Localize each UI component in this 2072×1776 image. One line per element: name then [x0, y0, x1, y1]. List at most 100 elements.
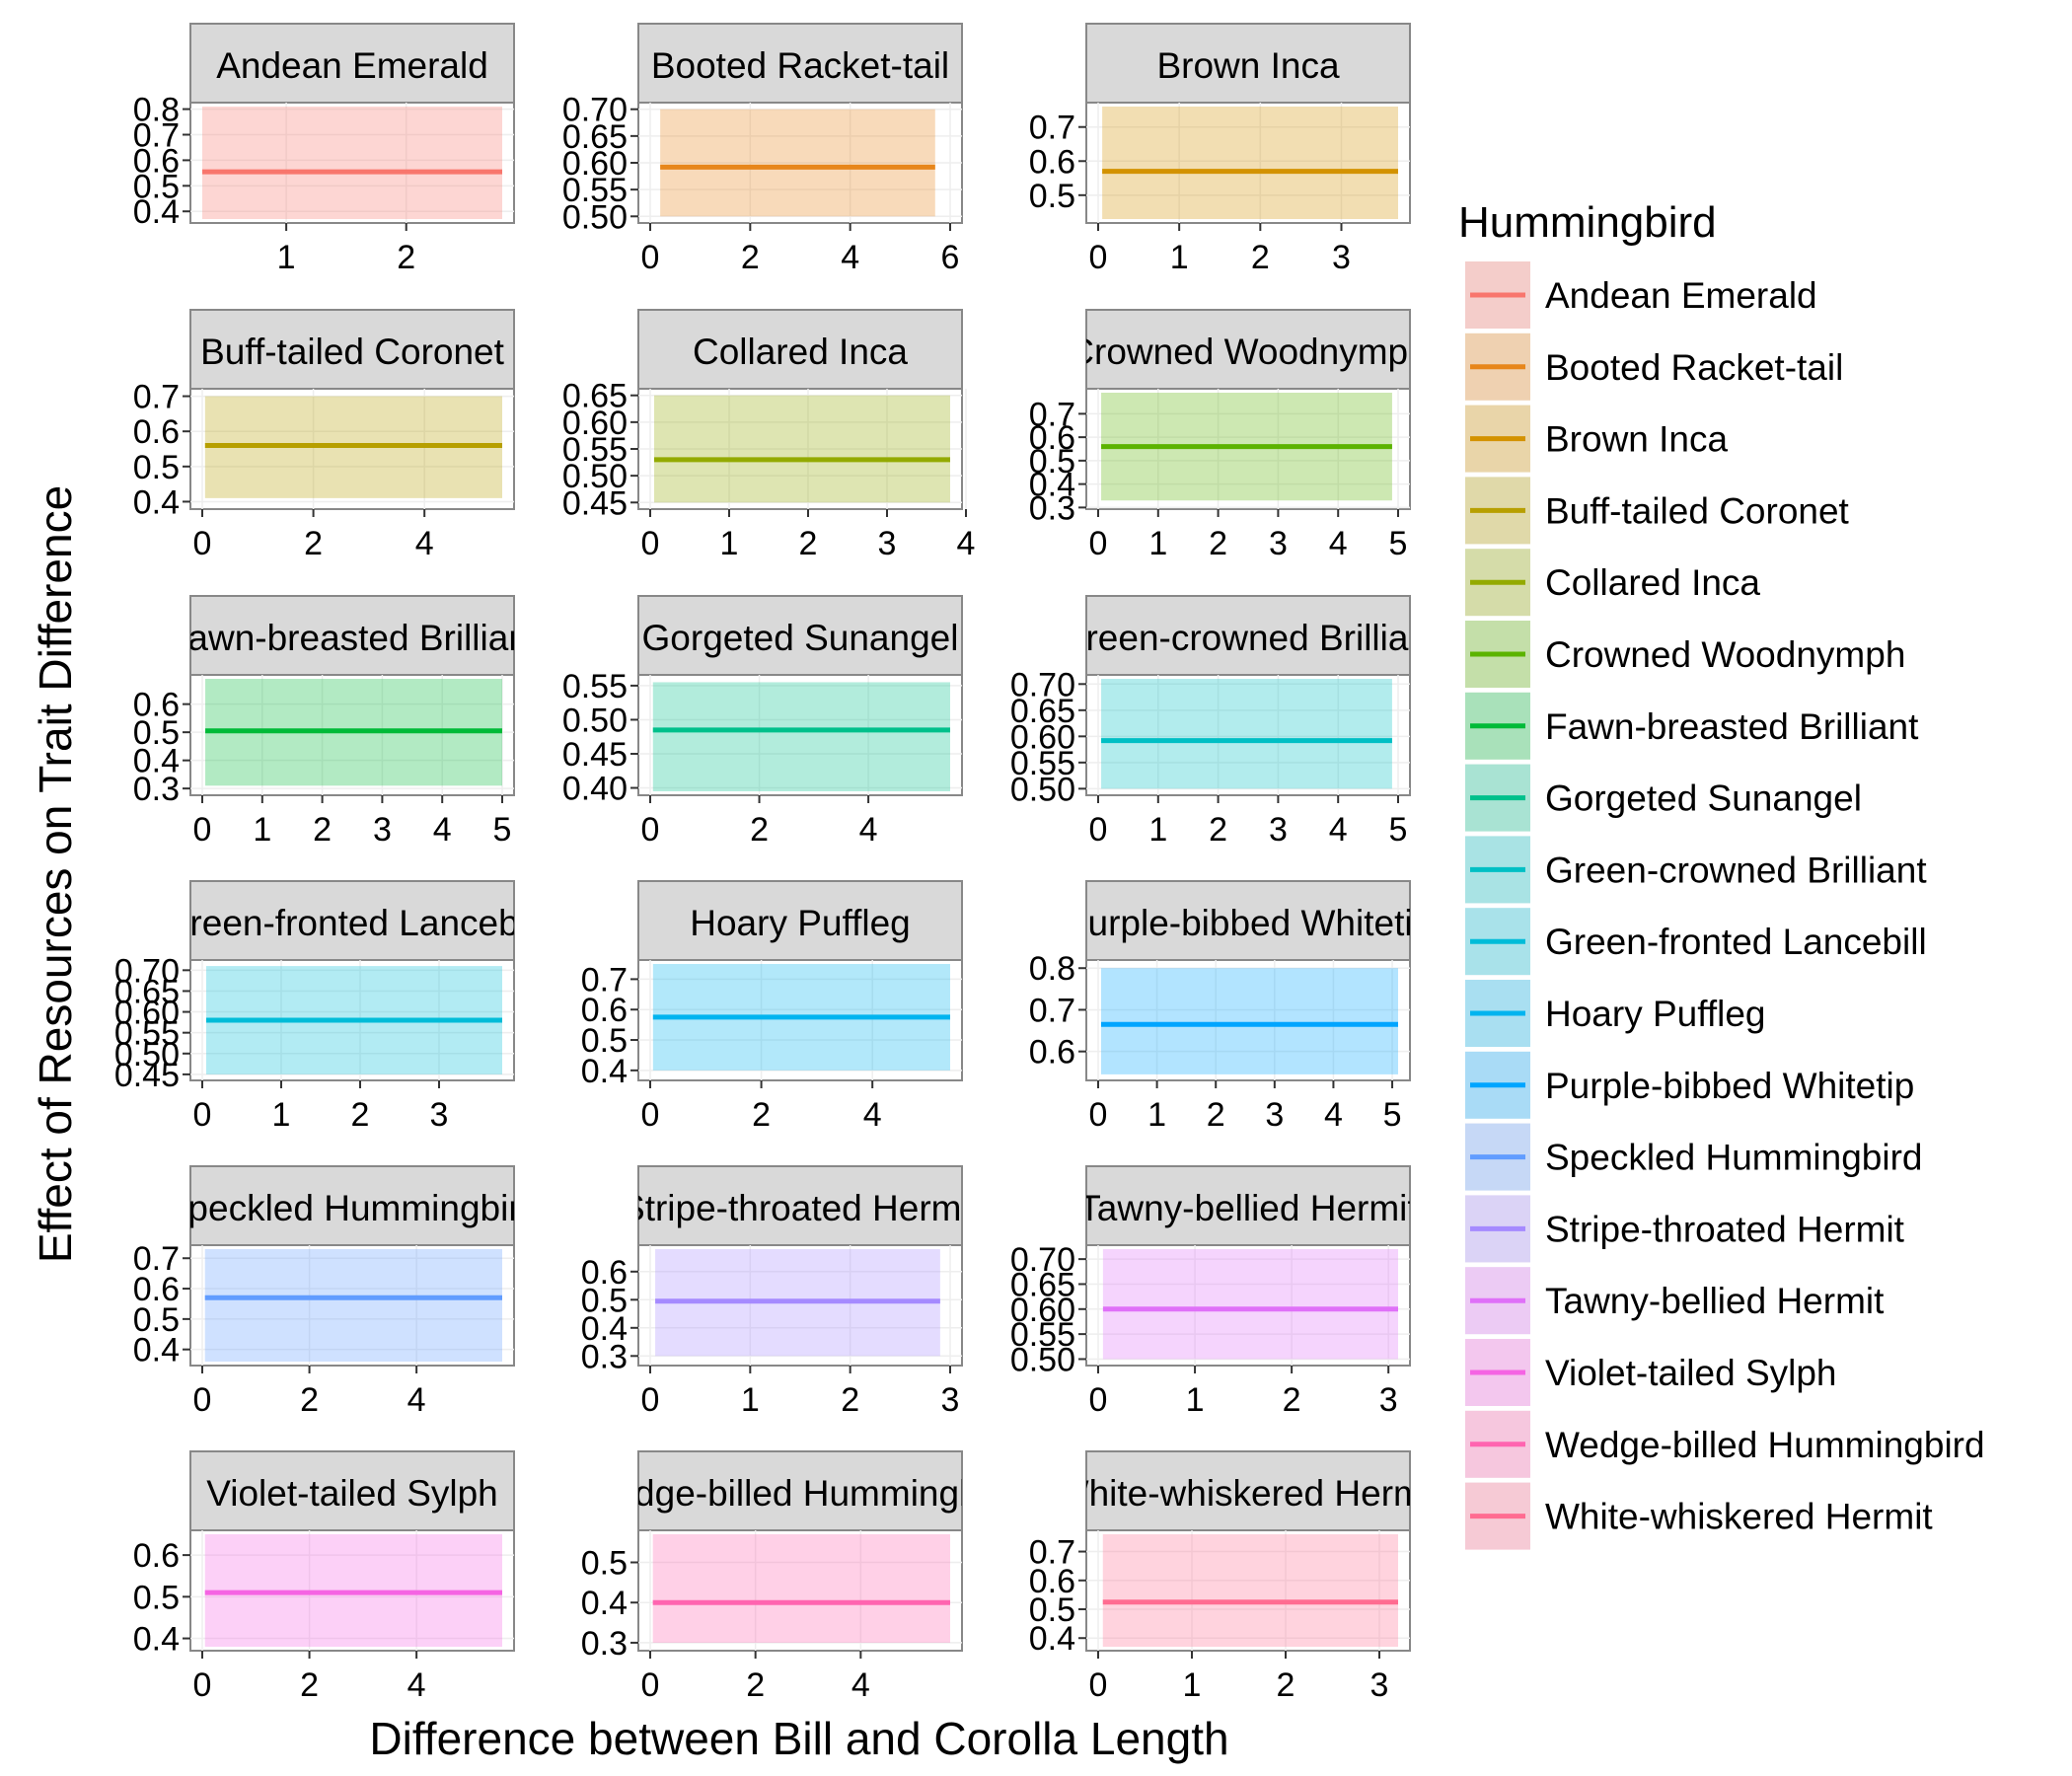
y-tick-label: 0.5 — [133, 168, 180, 205]
facet-strip — [1085, 880, 1411, 961]
y-tick-label: 0.6 — [133, 1537, 180, 1575]
x-tick-label: 0 — [1089, 1666, 1108, 1704]
x-tick-label: 4 — [1324, 1096, 1343, 1134]
y-tick-label: 0.55 — [1010, 1316, 1075, 1354]
x-tick-label: 0 — [193, 811, 212, 849]
legend-item: Speckled Hummingbird — [1463, 1121, 1923, 1193]
facet-strip — [1085, 23, 1411, 104]
x-tick-label: 4 — [841, 239, 859, 276]
facet-strip — [1085, 309, 1411, 390]
y-tick-label: 0.4 — [1029, 467, 1075, 504]
y-axis-label: Effect of Resources on Trait Difference — [30, 485, 81, 1263]
facet-panel: Purple-bibbed Whitetip 0.6 0.7 0.8 0 1 2 3 4 5 — [1029, 880, 1411, 1134]
x-tick-label: 3 — [1269, 811, 1288, 849]
y-tick-label: 0.6 — [581, 1254, 628, 1292]
x-tick-label: 1 — [1148, 811, 1167, 849]
facet-title: Tawny-bellied Hermit — [1078, 1188, 1418, 1228]
x-tick-label: 4 — [863, 1096, 882, 1134]
confidence-band — [1102, 1249, 1398, 1360]
legend-title: Hummingbird — [1458, 198, 1717, 247]
facet-title: Buff-tailed Coronet — [200, 332, 505, 372]
x-tick-label: 0 — [1089, 525, 1108, 562]
x-tick-label: 4 — [859, 811, 878, 849]
legend-item: Hoary Puffleg — [1463, 978, 1766, 1049]
y-tick-label: 0.8 — [1029, 950, 1075, 988]
x-tick-label: 0 — [1089, 1381, 1108, 1419]
legend-label: Wedge-billed Hummingbird — [1545, 1425, 1985, 1465]
facet-title: Green-fronted Lancebill — [162, 903, 544, 943]
x-tick-label: 0 — [641, 811, 660, 849]
facet-panel: White-whiskered Hermit 0.40.50.60.7 0 1 2 3 — [1029, 1450, 1443, 1704]
facet-panel: Gorgeted Sunangel 0.400.450.500.55 0 2 4 — [562, 595, 963, 849]
legend-item: Stripe-throated Hermit — [1463, 1193, 1905, 1265]
y-tick-label: 0.5 — [581, 1282, 628, 1319]
confidence-band — [1102, 107, 1398, 219]
facet-title: Hoary Puffleg — [690, 903, 911, 943]
x-tick-label: 2 — [750, 811, 769, 849]
y-tick-label: 0.5 — [1029, 443, 1075, 481]
facet-strip — [637, 309, 963, 390]
plot-panel — [1085, 102, 1411, 224]
x-tick-label: 4 — [407, 1381, 426, 1419]
x-tick-label: 2 — [1207, 1096, 1225, 1134]
y-tick-label: 0.70 — [562, 92, 628, 129]
legend-label: White-whiskered Hermit — [1545, 1497, 1933, 1537]
x-tick-label: 0 — [641, 525, 660, 562]
y-tick-label: 0.7 — [133, 379, 180, 416]
x-tick-label: 5 — [1389, 525, 1408, 562]
legend-item: Collared Inca — [1463, 547, 1760, 619]
y-tick-label: 0.4 — [133, 483, 180, 521]
confidence-band — [204, 1249, 502, 1362]
facet-panel: Green-crowned Brilliant0.500.550.600.650… — [1010, 595, 1440, 849]
y-tick-label: 0.3 — [581, 1625, 628, 1663]
y-tick-label: 0.6 — [581, 992, 628, 1029]
y-tick-label: 0.45 — [562, 484, 628, 522]
y-tick-label: 0.7 — [1029, 1534, 1075, 1572]
x-tick-label: 5 — [1389, 811, 1408, 849]
legend-item: Green-fronted Lancebill — [1463, 906, 1927, 978]
facet-title: White-whiskered Hermit — [1055, 1473, 1443, 1514]
x-tick-label: 5 — [1383, 1096, 1402, 1134]
plot-panel — [1085, 959, 1411, 1081]
x-tick-label: 3 — [941, 1381, 960, 1419]
facet-title: Gorgeted Sunangel — [642, 618, 959, 658]
legend-item: Violet-tailed Sylph — [1463, 1337, 1837, 1408]
x-tick-label: 2 — [746, 1666, 765, 1704]
legend-label: Collared Inca — [1545, 562, 1760, 603]
x-tick-label: 2 — [1209, 811, 1227, 849]
y-tick-label: 0.65 — [562, 118, 628, 156]
x-tick-label: 0 — [1089, 811, 1108, 849]
facet-panel: Stripe-throated Hermit 0.30.40.50.6 0 1 2 3 — [581, 1165, 963, 1419]
x-tick-label: 0 — [1089, 239, 1108, 276]
legend-label: Green-crowned Brilliant — [1545, 850, 1927, 890]
y-tick-label: 0.7 — [1029, 396, 1075, 433]
x-tick-label: 2 — [300, 1381, 319, 1419]
x-tick-label: 3 — [1379, 1381, 1398, 1419]
x-tick-label: 2 — [300, 1666, 319, 1704]
x-tick-label: 4 — [415, 525, 434, 562]
x-axis-label: Difference between Bill and Corolla Leng… — [369, 1713, 1228, 1764]
y-tick-label: 0.6 — [1029, 1563, 1075, 1600]
plot-panel — [189, 388, 515, 510]
y-tick-label: 0.45 — [114, 1057, 180, 1094]
y-tick-label: 0.65 — [1010, 693, 1075, 730]
x-tick-label: 1 — [277, 239, 296, 276]
x-tick-label: 2 — [841, 1381, 859, 1419]
confidence-band — [652, 682, 950, 791]
legend-item: Tawny-bellied Hermit — [1463, 1265, 1885, 1337]
y-tick-label: 0.6 — [1029, 143, 1075, 181]
x-tick-label: 2 — [799, 525, 818, 562]
y-tick-label: 0.4 — [1029, 1620, 1075, 1658]
legend-label: Violet-tailed Sylph — [1545, 1353, 1837, 1393]
x-tick-label: 2 — [1251, 239, 1270, 276]
facet-title: Collared Inca — [693, 332, 908, 372]
y-tick-label: 0.5 — [1029, 178, 1075, 215]
facet-strip — [637, 1450, 963, 1531]
facet-title: Green-crowned Brilliant — [1058, 618, 1440, 658]
y-tick-label: 0.50 — [562, 198, 628, 236]
y-tick-label: 0.55 — [114, 1015, 180, 1053]
legend-item: Gorgeted Sunangel — [1463, 762, 1862, 834]
y-tick-label: 0.50 — [562, 458, 628, 495]
y-tick-label: 0.4 — [133, 1332, 180, 1369]
